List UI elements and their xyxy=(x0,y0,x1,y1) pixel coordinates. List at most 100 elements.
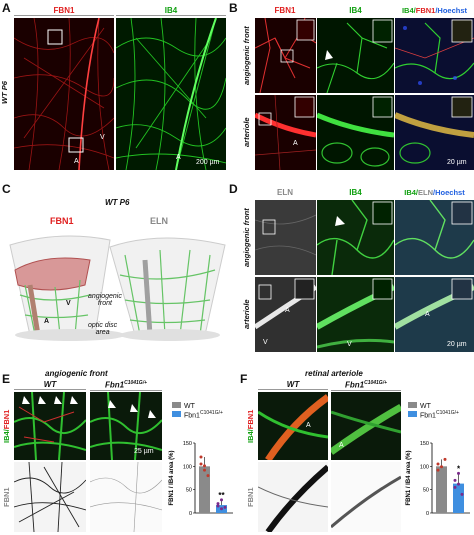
panel-d-col3-ib4: IB4/ xyxy=(404,188,419,197)
panel-f-mut-name: Fbn1 xyxy=(344,380,365,390)
panel-a-scale: 200 µm xyxy=(196,159,220,166)
panel-b-col3-header: IB4/FBN1/Hoechst xyxy=(395,6,474,15)
panel-a-row-label: WT P6 xyxy=(0,81,9,105)
panel-d-row2-label: arteriole xyxy=(242,299,251,330)
panel-f-wt-fbn1-image xyxy=(258,462,328,532)
panel-f-bar-chart: 0 50 100 150 FBN1 / IB4 area (%) * xyxy=(406,441,470,517)
panel-f-mut-artery-label: A xyxy=(339,442,344,449)
panel-e-scale: 25 µm xyxy=(134,448,154,455)
panel-b-row1-label-box: angiogenic front xyxy=(242,18,254,93)
panel-f-legend-mut-swatch xyxy=(408,411,417,418)
panel-e-legend-wt-swatch xyxy=(172,402,181,408)
panel-b-col3-ib4: IB4/ xyxy=(401,6,416,15)
chart-f-bar-1 xyxy=(453,483,464,513)
chart-e-point-0-0 xyxy=(199,455,203,459)
panel-e-row1-fbn1: FBN1 xyxy=(2,409,11,429)
panel-b-merge-arteriole-image: 20 µm xyxy=(395,95,474,170)
panel-d-eln-arteriole-image: A V xyxy=(255,277,316,352)
panel-f-row2-label: FBN1 xyxy=(246,487,255,507)
panel-d-col2-header: IB4 xyxy=(349,188,362,197)
panel-b-scale: 20 µm xyxy=(447,159,467,166)
panel-c-optic-line2: area xyxy=(95,329,110,336)
chart-f-point-1-1 xyxy=(457,471,460,475)
panel-e-row1-label: IB4/FBN1 xyxy=(2,392,14,460)
chart-e-ytick-label-1: 50 xyxy=(186,488,192,494)
panel-a-ib4-artery-label: A xyxy=(176,154,181,161)
panel-b-ib4-front-image xyxy=(317,18,394,93)
chart-e-significance: ** xyxy=(218,491,225,500)
panel-c-v-label: V xyxy=(66,300,71,307)
panel-b-row2-label: arteriole xyxy=(242,117,251,148)
panel-a-label: A xyxy=(2,1,11,15)
panel-f-mut-fbn1-image xyxy=(331,462,401,532)
chart-f-point-0-3 xyxy=(436,468,440,472)
panel-e-legend-mut: Fbn1 xyxy=(184,412,200,420)
panel-d-eln-artery-label: A xyxy=(285,307,290,314)
panel-b-merge-front-image xyxy=(395,18,474,93)
panel-f-row1-ib4: IB4/ xyxy=(246,428,255,443)
chart-f-point-0-2 xyxy=(443,457,447,461)
panel-f-label: F xyxy=(240,372,248,386)
panel-a-col1-header: FBN1 xyxy=(14,6,114,16)
chart-e-point-0-1 xyxy=(203,468,206,472)
panel-b-row2-label-box: arteriole xyxy=(242,95,254,170)
panel-d-row2-label-box: arteriole xyxy=(242,277,254,352)
panel-c-a-label: A xyxy=(44,318,50,325)
chart-e-point-0-3 xyxy=(199,462,203,466)
panel-c-eln-label: ELN xyxy=(150,216,168,226)
chart-e-point-1-4 xyxy=(220,507,223,511)
panel-e-wt-header: WT xyxy=(14,380,86,390)
panel-d-col3-eln: ELN xyxy=(418,188,434,197)
panel-b-col2-header: IB4 xyxy=(349,6,362,15)
panel-e-legend-wt: WT xyxy=(184,403,195,410)
panel-d-row1-label-box: angiogenic front xyxy=(242,200,254,275)
panel-e-wt-fbn1-image xyxy=(14,462,86,532)
panel-f-legend-wt-swatch xyxy=(408,402,417,408)
panel-c-angio-line1: angiogenic xyxy=(88,293,122,300)
panel-f-legend-sup: C1041G/+ xyxy=(435,410,459,416)
panel-f-legend-wt: WT xyxy=(420,403,431,410)
panel-c-angio-label: angiogenic front xyxy=(88,293,122,307)
panel-e-mut-fbn1-image xyxy=(90,462,162,532)
panel-f-legend: WT Fbn1C1041G/+ xyxy=(408,402,459,419)
panel-e-row1-ib4: IB4/ xyxy=(2,428,11,443)
panel-c-angio-line2: front xyxy=(97,300,112,307)
panel-e-mut-merge-image: 25 µm xyxy=(90,392,162,460)
panel-f-mut-sup: C1041G/+ xyxy=(364,380,388,386)
panel-c-schematic xyxy=(9,235,226,341)
panel-f-title: retinal arteriole xyxy=(305,369,363,378)
panel-f-wt-merge-image: A xyxy=(258,392,328,460)
chart-e-point-0-4 xyxy=(203,464,206,468)
panel-b-col3-fbn1: FBN1 xyxy=(415,6,436,15)
panel-e-bar-chart: 0 50 100 150 FBN1 / IB4 area (%) ** xyxy=(169,441,233,517)
panel-f-wt-header: WT xyxy=(258,380,328,390)
panel-d-col3-header: IB4/ELN/Hoechst xyxy=(395,188,474,197)
panel-c-fbn1-label: FBN1 xyxy=(50,216,74,226)
chart-e-ytick-label-0: 0 xyxy=(189,511,192,517)
chart-f-ytick-label-1: 50 xyxy=(423,488,429,494)
chart-e-bar-0 xyxy=(199,466,210,513)
panel-a-col2-header: IB4 xyxy=(116,6,226,16)
panel-d-row1-label: angiogenic front xyxy=(242,208,251,267)
panel-b-fbn1-arteriole-image: A xyxy=(255,95,316,170)
panel-b-label: B xyxy=(229,1,238,15)
chart-e-ylabel: FBN1 / IB4 area (%) xyxy=(169,450,175,505)
panel-b-col3-hoechst: /Hoechst xyxy=(435,6,468,15)
panel-a-vein-label: V xyxy=(100,134,105,141)
panel-e-row2-label: FBN1 xyxy=(2,487,11,507)
panel-f-legend-mut: Fbn1 xyxy=(420,412,436,420)
panel-e-legend-mut-swatch xyxy=(172,411,181,418)
panel-e-legend-sup: C1041G/+ xyxy=(199,410,223,416)
panel-d-ib4-arteriole-image: V xyxy=(317,277,394,352)
panel-d-ib4-front-image xyxy=(317,200,394,275)
chart-f-ytick-label-0: 0 xyxy=(426,511,429,517)
panel-e-mut-sup: C1041G/+ xyxy=(124,380,148,386)
chart-f-point-1-3 xyxy=(453,478,457,482)
panel-d-col1-header: ELN xyxy=(277,188,293,197)
panel-d-eln-front-image xyxy=(255,200,316,275)
panel-f-wt-artery-label: A xyxy=(306,422,311,429)
panel-d-merge-artery-label: A xyxy=(425,311,430,318)
panel-d-ib4-vein-label: V xyxy=(347,341,352,348)
panel-e-label: E xyxy=(2,372,11,386)
panel-f-mut-header: Fbn1C1041G/+ xyxy=(331,380,401,391)
